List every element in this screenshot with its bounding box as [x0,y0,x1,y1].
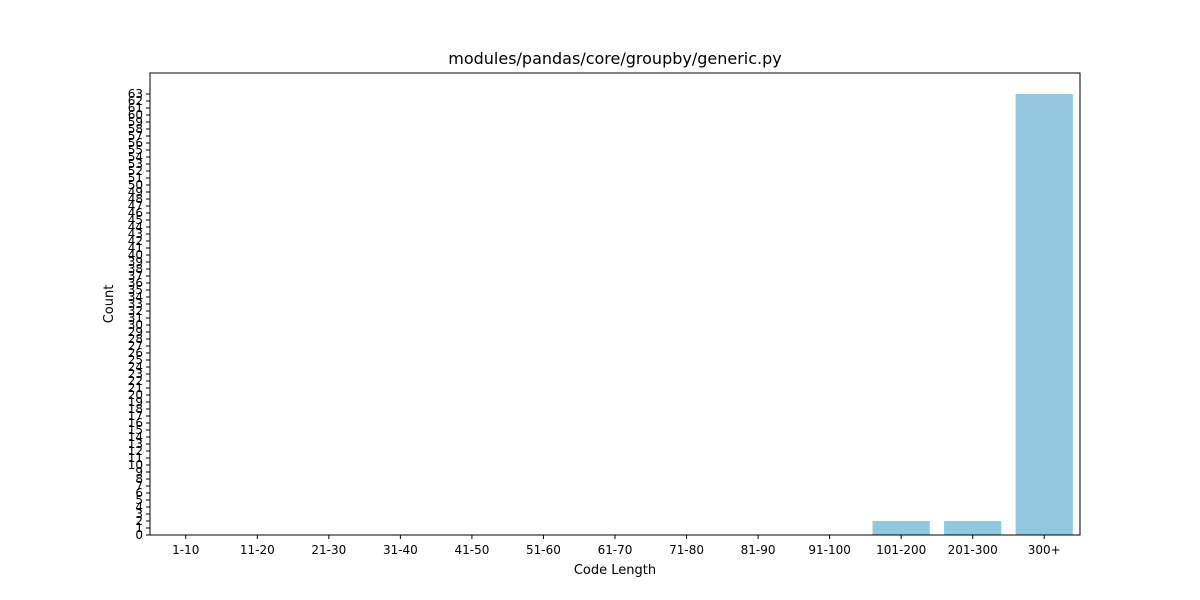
y-tick-label: 63 [128,87,143,101]
x-tick-label: 91-100 [808,543,851,557]
y-axis-label: Count [102,285,117,324]
x-tick-label: 81-90 [741,543,776,557]
x-tick-label: 101-200 [876,543,926,557]
x-tick-label: 51-60 [526,543,561,557]
x-tick-label: 300+ [1028,543,1061,557]
x-tick-label: 11-20 [240,543,275,557]
x-tick-label: 201-300 [948,543,998,557]
x-tick-label: 31-40 [383,543,418,557]
axes-layer: 1-10 11-20 21-30 31-40 41-50 51-60 61-70 71-80 8… [128,73,1080,557]
x-tick-label: 41-50 [454,543,489,557]
plot-frame [150,73,1080,535]
x-tick-label: 1-10 [172,543,199,557]
x-tick-label: 61-70 [598,543,633,557]
x-axis-label: Code Length [574,563,656,578]
x-tick-label: 71-80 [669,543,704,557]
chart-title: modules/pandas/core/groupby/generic.py [448,49,782,68]
x-tick-label: 21-30 [311,543,346,557]
bar-201-300 [944,521,1001,535]
bar-300+ [1016,94,1073,535]
bar-101-200 [873,521,930,535]
